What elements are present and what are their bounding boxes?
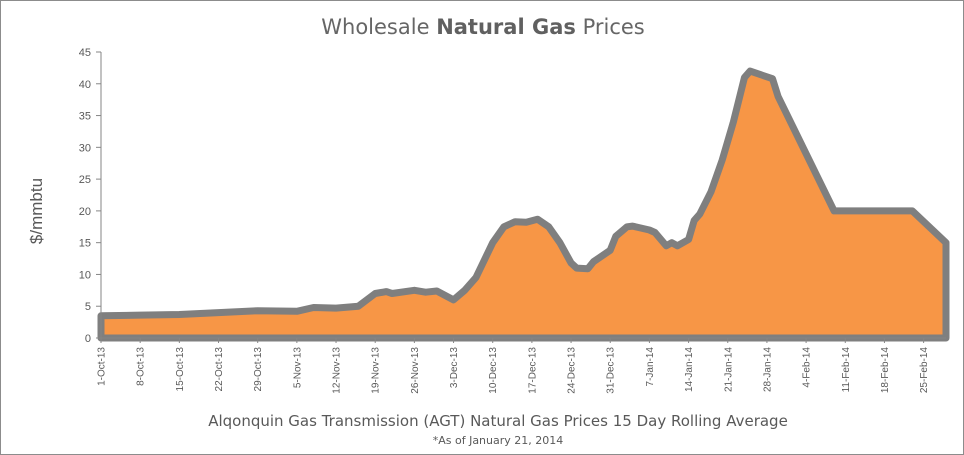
data-point-5: [296, 310, 298, 312]
data-point-47: [777, 95, 779, 98]
data-point-30: [615, 235, 617, 237]
x-tick-label: 3-Dec-13: [449, 347, 460, 389]
y-tick-label: 10: [79, 269, 91, 281]
series-area-0: [97, 67, 950, 342]
data-point-34: [654, 231, 656, 234]
data-point-44: [743, 76, 746, 78]
y-tick-label: 35: [79, 111, 91, 123]
y-tick-label: 40: [79, 79, 91, 91]
data-point-38: [688, 238, 690, 241]
x-tick-label: 5-Nov-13: [292, 347, 303, 389]
x-tick-label: 14-Jan-14: [684, 347, 695, 392]
data-point-11: [391, 292, 393, 295]
data-point-48: [833, 210, 835, 212]
data-point-28: [592, 261, 595, 263]
as-of-note: *As of January 21, 2014: [432, 434, 564, 447]
x-tick-label: 11-Feb-14: [841, 347, 852, 393]
data-point-13: [425, 291, 427, 293]
data-point-24: [559, 242, 561, 244]
data-point-33: [648, 229, 651, 231]
x-tick-label: 15-Oct-13: [175, 347, 186, 392]
data-point-18: [492, 242, 494, 244]
x-tick-label: 22-Oct-13: [214, 347, 225, 392]
data-point-16: [464, 289, 466, 291]
data-point-50: [945, 242, 947, 244]
data-point-15: [452, 299, 455, 301]
data-point-37: [676, 245, 679, 247]
x-tick-label: 31-Dec-13: [606, 347, 617, 394]
y-tick-label: 25: [79, 174, 91, 186]
x-tick-label: 12-Nov-13: [332, 347, 343, 394]
title-bold: Natural Gas: [436, 15, 576, 39]
data-point-45: [749, 70, 751, 72]
data-point-35: [665, 245, 667, 247]
data-point-39: [693, 219, 695, 221]
data-point-7: [335, 307, 337, 309]
x-tick-label: 19-Nov-13: [371, 347, 382, 394]
y-tick-label: 5: [85, 301, 91, 313]
data-point-40: [699, 213, 701, 215]
data-point-17: [475, 277, 477, 279]
data-point-22: [536, 218, 539, 220]
data-point-31: [626, 226, 628, 228]
x-tick-label: 18-Feb-14: [880, 347, 891, 394]
data-point-12: [413, 289, 415, 291]
data-point-14: [436, 290, 438, 292]
x-tick-label: 28-Jan-14: [762, 347, 773, 392]
y-tick-label: 0: [85, 333, 91, 345]
x-tick-label: 24-Dec-13: [567, 347, 578, 394]
data-point-27: [587, 268, 589, 270]
x-tick-label: 29-Oct-13: [253, 347, 264, 392]
data-point-8: [357, 305, 359, 307]
y-tick-label: 15: [79, 238, 91, 250]
data-point-3: [217, 312, 220, 314]
x-tick-label: 7-Jan-14: [645, 347, 656, 387]
data-point-26: [576, 267, 578, 269]
x-tick-label: 25-Feb-14: [919, 347, 930, 394]
data-point-32: [632, 225, 634, 227]
chart-title: Wholesale Natural Gas Prices: [1, 15, 964, 39]
x-axis-label: Alqonquin Gas Transmission (AGT) Natural…: [208, 412, 788, 430]
data-point-20: [514, 221, 516, 223]
data-point-36: [671, 242, 673, 244]
x-tick-label: 17-Dec-13: [527, 347, 538, 394]
data-point-2: [178, 313, 180, 316]
x-tick-label: 4-Feb-14: [802, 347, 813, 388]
title-prefix: Wholesale: [321, 15, 430, 39]
x-tick-label: 1-Oct-13: [97, 347, 108, 386]
data-point-9: [374, 292, 376, 295]
data-point-10: [385, 291, 387, 293]
data-point-42: [721, 159, 723, 161]
x-tick-label: 8-Oct-13: [136, 347, 147, 386]
data-point-29: [609, 249, 611, 251]
data-point-4: [257, 310, 259, 312]
y-tick-label: 20: [79, 206, 91, 218]
data-point-46: [771, 78, 774, 80]
y-tick-label: 45: [79, 47, 91, 59]
title-suffix: Prices: [582, 15, 645, 39]
data-point-21: [525, 221, 527, 223]
x-tick-label: 10-Dec-13: [488, 347, 499, 394]
data-point-43: [732, 121, 735, 123]
data-point-1: [139, 314, 141, 316]
data-point-6: [313, 306, 315, 309]
data-point-41: [710, 191, 712, 193]
x-tick-label: 21-Jan-14: [723, 347, 734, 392]
data-point-25: [570, 262, 572, 264]
data-point-23: [548, 226, 550, 228]
data-point-49: [911, 210, 914, 212]
data-point-19: [503, 226, 505, 228]
y-tick-label: 30: [79, 142, 91, 154]
x-tick-label: 26-Nov-13: [410, 347, 421, 394]
